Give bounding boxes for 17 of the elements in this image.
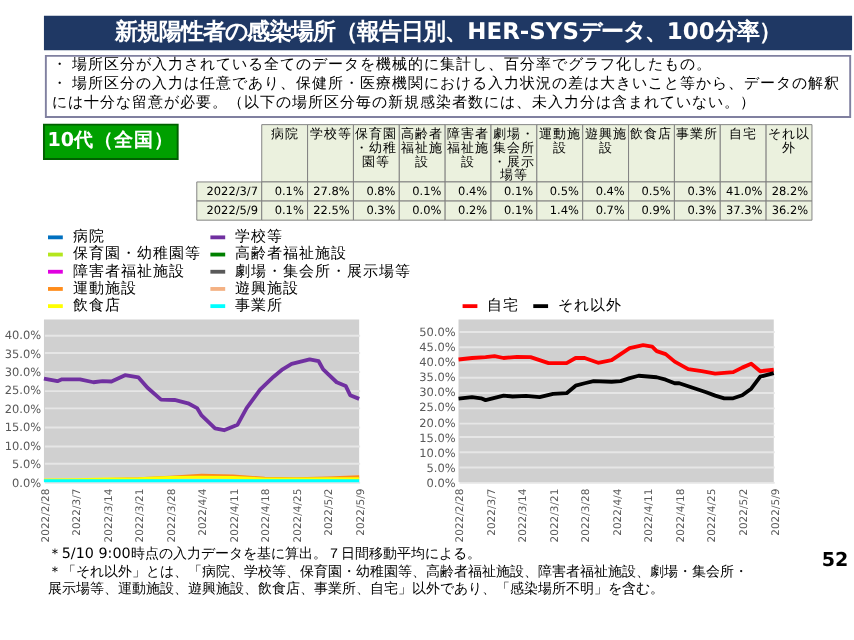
- legend-label: 学校等: [234, 227, 283, 246]
- legend-label: 運動施設: [72, 278, 137, 297]
- legend-label: 自宅: [487, 295, 520, 314]
- text: ・ 場所区分が入力されている全てのデータを機械的に集計し、百分率でグラフ化したもの。: [51, 55, 713, 74]
- legend-label: 高齢者福祉施設: [234, 244, 347, 263]
- legend-label: 飲食店: [72, 295, 121, 314]
- legend-label: 事業所: [234, 295, 283, 314]
- text: 52: [821, 549, 849, 572]
- legend-label: 劇場・集会所・展示場等: [234, 261, 411, 280]
- text: 10代（全国）: [47, 127, 175, 152]
- legend-label: それ以外: [557, 295, 622, 314]
- text: 新規陽性者の感染場所（報告日別、HER-SYSデータ、100分率）: [113, 16, 781, 45]
- text: ・ 場所区分の入力は任意であり、保健所・医療機関における入力状況の差は大きいこと等から、データの解釈には十分な留意が必要。（以下の場所区分毎の新規感染者数には、未入力分は含まれていない。）: [51, 74, 841, 112]
- legend-label: 保育園・幼稚園等: [72, 244, 201, 263]
- legend-label: 障害者福祉施設: [72, 261, 185, 280]
- legend-label: 遊興施設: [234, 278, 299, 297]
- legend-label: 病院: [72, 227, 105, 246]
